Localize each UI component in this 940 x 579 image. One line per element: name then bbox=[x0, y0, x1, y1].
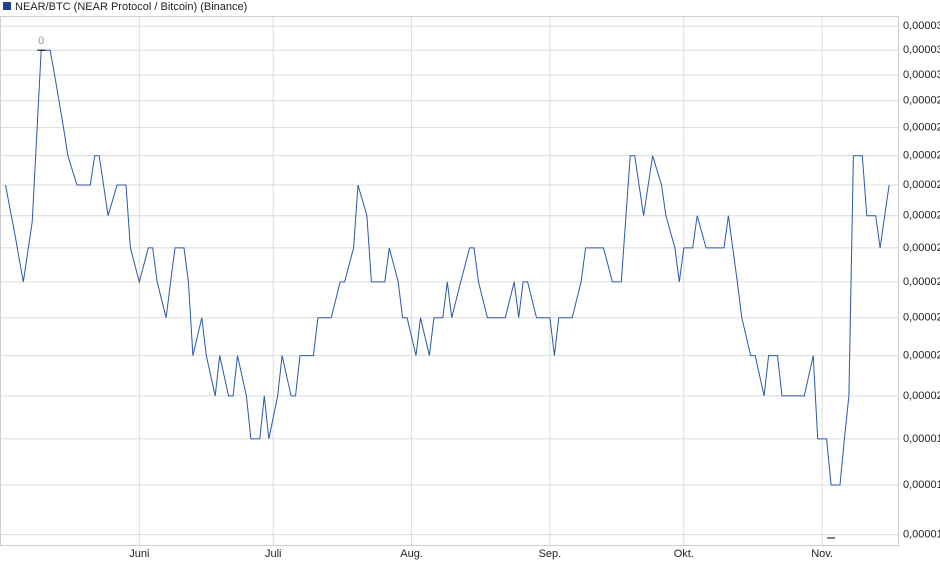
y-tick-label: 0,00002 bbox=[903, 95, 940, 107]
y-tick-label: 0,00001 bbox=[903, 479, 940, 491]
y-tick-label: 0,00002 bbox=[903, 390, 940, 402]
y-tick-label: 0,00002 bbox=[903, 150, 940, 162]
x-tick-label: Okt. bbox=[674, 548, 694, 560]
y-tick-label: 0,00001 bbox=[903, 433, 940, 445]
y-tick-label: 0,00002 bbox=[903, 179, 940, 191]
y-tick-label: 0,00003 bbox=[903, 44, 940, 56]
legend-swatch bbox=[3, 2, 11, 10]
y-tick-label: 0,00001 bbox=[903, 529, 940, 541]
plot-frame bbox=[0, 16, 899, 546]
legend-label: NEAR/BTC (NEAR Protocol / Bitcoin) (Bina… bbox=[15, 1, 247, 13]
y-tick-label: 0,00002 bbox=[903, 350, 940, 362]
y-tick-label: 0,00002 bbox=[903, 312, 940, 324]
x-tick-label: Nov. bbox=[811, 548, 833, 560]
x-tick-label: Juni bbox=[129, 548, 149, 560]
y-tick-label: 0,00002 bbox=[903, 210, 940, 222]
y-tick-label: 0,00003 bbox=[903, 69, 940, 81]
y-tick-label: 0,00003 bbox=[903, 20, 940, 32]
x-tick-label: Sep. bbox=[539, 548, 562, 560]
x-tick-label: Aug. bbox=[400, 548, 423, 560]
max-label: 0 bbox=[38, 35, 44, 47]
y-tick-label: 0,00002 bbox=[903, 242, 940, 254]
y-tick-label: 0,00002 bbox=[903, 276, 940, 288]
x-tick-label: Juli bbox=[265, 548, 282, 560]
price-line bbox=[5, 49, 890, 486]
y-tick-label: 0,00002 bbox=[903, 122, 940, 134]
